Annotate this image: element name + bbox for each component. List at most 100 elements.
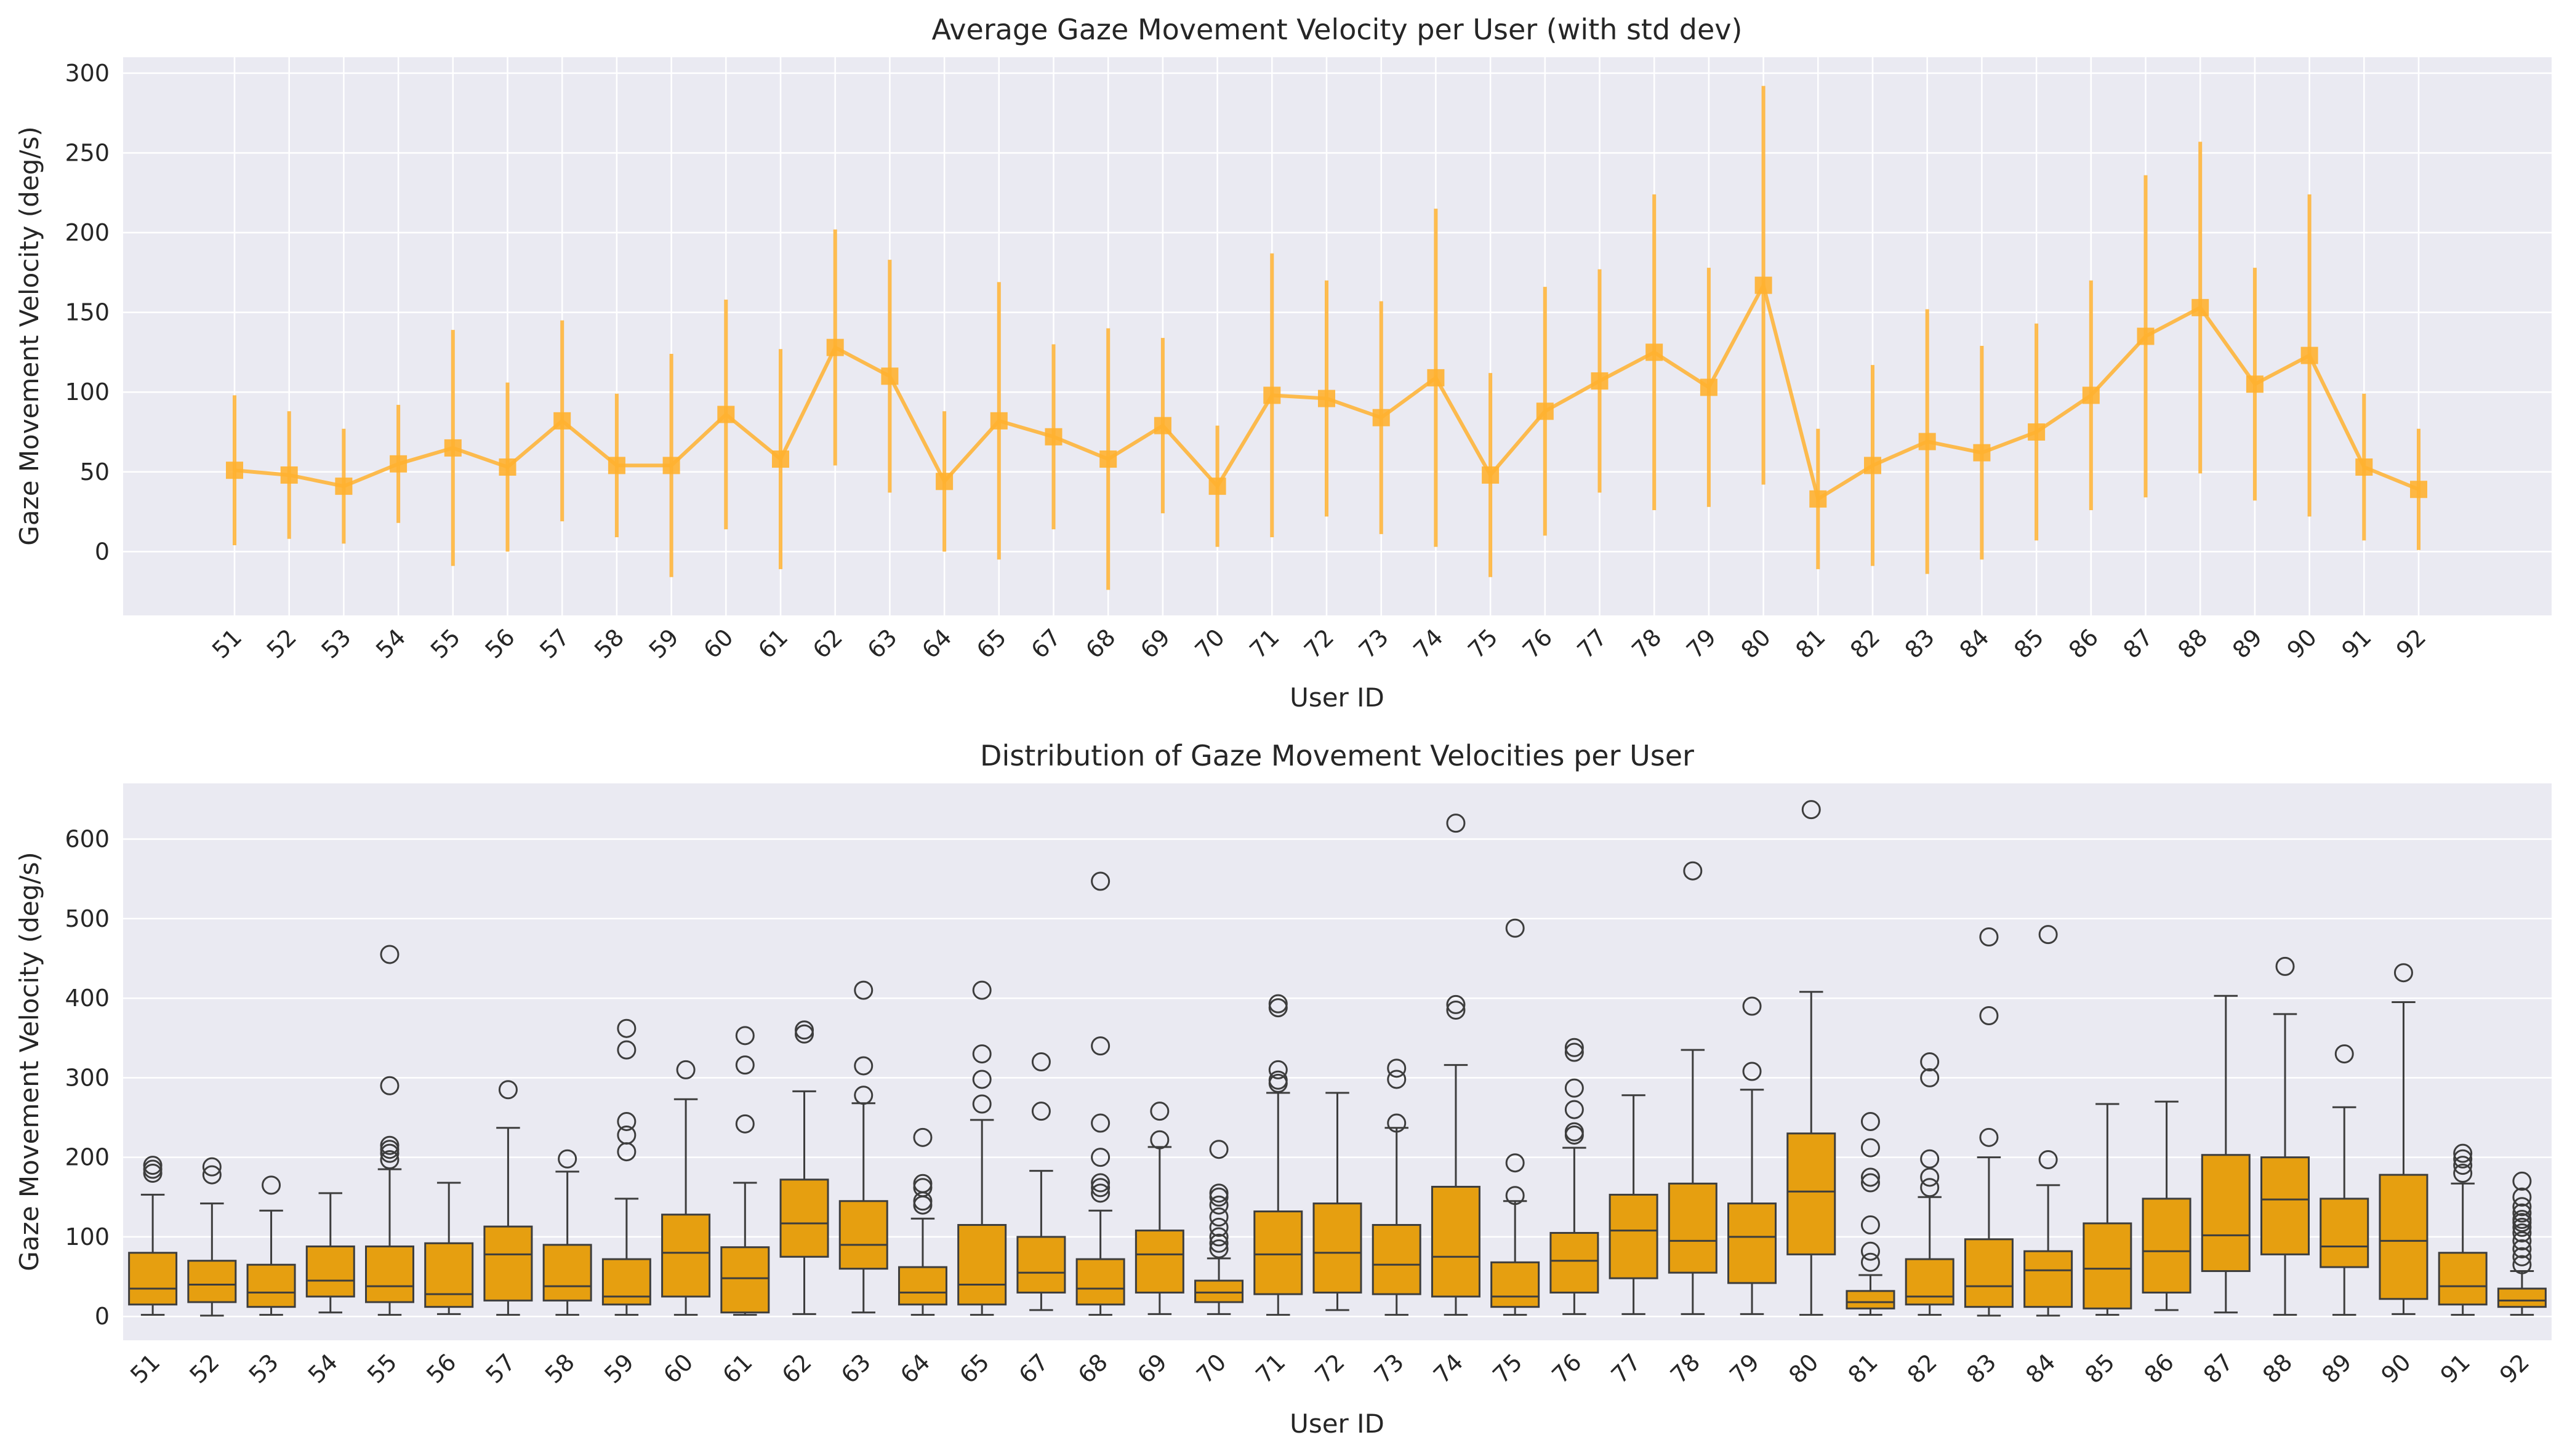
outlier-point bbox=[972, 1044, 992, 1064]
outlier-point bbox=[972, 1094, 992, 1114]
mean-marker bbox=[1208, 478, 1226, 495]
outlier-point bbox=[1031, 1102, 1051, 1121]
x-tick-label: 69 bbox=[1135, 623, 1175, 663]
outlier-point bbox=[676, 1060, 696, 1079]
x-tick-label: 85 bbox=[2009, 623, 2049, 663]
boxplot-user bbox=[1016, 1052, 1066, 1311]
mean-marker bbox=[881, 367, 899, 385]
x-tick-label: 59 bbox=[644, 623, 684, 663]
y-tick-label: 0 bbox=[95, 538, 110, 565]
outlier-point bbox=[380, 945, 400, 964]
mean-marker bbox=[280, 466, 298, 484]
y-tick-label: 0 bbox=[95, 1303, 110, 1330]
box-iqr bbox=[424, 1242, 474, 1308]
outlier-point bbox=[1920, 1052, 1940, 1071]
outlier-point bbox=[1209, 1140, 1229, 1159]
box-iqr bbox=[720, 1246, 770, 1314]
outlier-point bbox=[1387, 1070, 1407, 1089]
outlier-point bbox=[1860, 1111, 1880, 1131]
mean-marker bbox=[2137, 327, 2155, 345]
mean-marker bbox=[1482, 466, 1500, 484]
outlier-point bbox=[617, 1018, 637, 1038]
outlier-point bbox=[735, 1114, 755, 1134]
outlier-point bbox=[1091, 1183, 1111, 1203]
boxplot-user bbox=[542, 1149, 592, 1316]
boxplot-user bbox=[957, 980, 1007, 1316]
x-tick-label: 88 bbox=[2172, 623, 2212, 663]
mean-marker bbox=[1754, 276, 1772, 294]
box-iqr bbox=[1964, 1238, 2014, 1308]
x-tick-label: 70 bbox=[1190, 623, 1230, 663]
boxplot-user bbox=[305, 1192, 355, 1314]
boxplot-user bbox=[1549, 1038, 1599, 1315]
x-tick-label: 75 bbox=[1463, 623, 1503, 663]
boxplot-user bbox=[1668, 861, 1717, 1315]
outlier-point bbox=[617, 1111, 637, 1131]
outlier-point bbox=[2512, 1217, 2532, 1237]
box-iqr bbox=[2438, 1252, 2488, 1306]
outlier-point bbox=[2512, 1231, 2532, 1250]
chart-bottom-velocity-distribution: 51 52 53 54 55 56 57 58 59 60 61 62 63 64 65 67 68 69 70 71… bbox=[14, 739, 2552, 1439]
box-iqr bbox=[601, 1258, 651, 1306]
x-tick-label: 76 bbox=[1546, 1348, 1586, 1388]
x-tick-label: 80 bbox=[1736, 623, 1776, 663]
x-tick-label: 65 bbox=[971, 623, 1011, 663]
outlier-point bbox=[1150, 1102, 1170, 1121]
mean-marker bbox=[1591, 372, 1609, 390]
outlier-point bbox=[617, 1040, 637, 1060]
x-tick-label: 80 bbox=[1783, 1348, 1823, 1388]
x-tick-label: 56 bbox=[480, 623, 520, 663]
chart-title-bottom: Distribution of Gaze Movement Velocities… bbox=[980, 739, 1694, 772]
y-tick-label: 300 bbox=[65, 60, 110, 87]
x-tick-label: 62 bbox=[777, 1348, 817, 1388]
x-tick-label: 73 bbox=[1369, 1348, 1409, 1388]
x-tick-label: 57 bbox=[534, 623, 574, 663]
x-tick-label: 81 bbox=[1790, 623, 1830, 663]
outlier-point bbox=[795, 1020, 814, 1040]
boxplot-user bbox=[898, 1127, 947, 1316]
x-tick-label: 56 bbox=[421, 1348, 461, 1388]
x-tick-label: 53 bbox=[244, 1348, 284, 1388]
outlier-point bbox=[1505, 1186, 1525, 1206]
box-iqr bbox=[779, 1178, 829, 1258]
mean-marker bbox=[1700, 378, 1717, 396]
boxplot-user bbox=[1727, 996, 1777, 1315]
boxplot-user bbox=[1312, 1092, 1362, 1311]
x-tick-label: 61 bbox=[717, 1348, 757, 1388]
mean-marker bbox=[936, 473, 954, 490]
outlier-point bbox=[1979, 1006, 1999, 1026]
box-iqr bbox=[542, 1244, 592, 1302]
outlier-point bbox=[1860, 1252, 1880, 1272]
boxplot-user bbox=[2379, 963, 2428, 1315]
outlier-point bbox=[1564, 1122, 1584, 1142]
mean-marker bbox=[2246, 375, 2264, 393]
x-tick-label: 82 bbox=[1902, 1348, 1942, 1388]
outlier-point bbox=[1564, 1078, 1584, 1098]
x-tick-label: 55 bbox=[362, 1348, 402, 1388]
outlier-point bbox=[1091, 1178, 1111, 1198]
y-tick-label: 500 bbox=[65, 905, 110, 932]
x-ticks-top: 51 52 53 54 55 56 57 58 59 60 61 62 63 64 65 67 68 69 70 71… bbox=[207, 623, 2431, 663]
boxplot-user bbox=[1846, 1111, 1895, 1316]
outlier-point bbox=[262, 1175, 281, 1195]
outlier-point bbox=[1268, 1060, 1288, 1079]
box-iqr bbox=[838, 1200, 888, 1270]
x-tick-label: 75 bbox=[1487, 1348, 1527, 1388]
outlier-point bbox=[498, 1080, 518, 1100]
mean-marker bbox=[1918, 433, 1936, 450]
x-tick-label: 60 bbox=[698, 623, 738, 663]
outlier-point bbox=[1209, 1233, 1229, 1253]
box-iqr bbox=[1312, 1202, 1362, 1294]
box-iqr bbox=[2083, 1222, 2132, 1310]
outlier-point bbox=[1446, 994, 1466, 1014]
mean-marker bbox=[499, 458, 516, 476]
x-tick-label: 85 bbox=[2079, 1348, 2119, 1388]
boxplot-user bbox=[483, 1080, 533, 1316]
x-tick-label: 86 bbox=[2063, 623, 2103, 663]
plot-area-top bbox=[123, 57, 2552, 615]
y-tick-label: 600 bbox=[65, 826, 110, 853]
outlier-point bbox=[1446, 1000, 1466, 1020]
outlier-point bbox=[2393, 963, 2413, 983]
outlier-point bbox=[2453, 1164, 2473, 1183]
x-tick-label: 79 bbox=[1681, 623, 1721, 663]
